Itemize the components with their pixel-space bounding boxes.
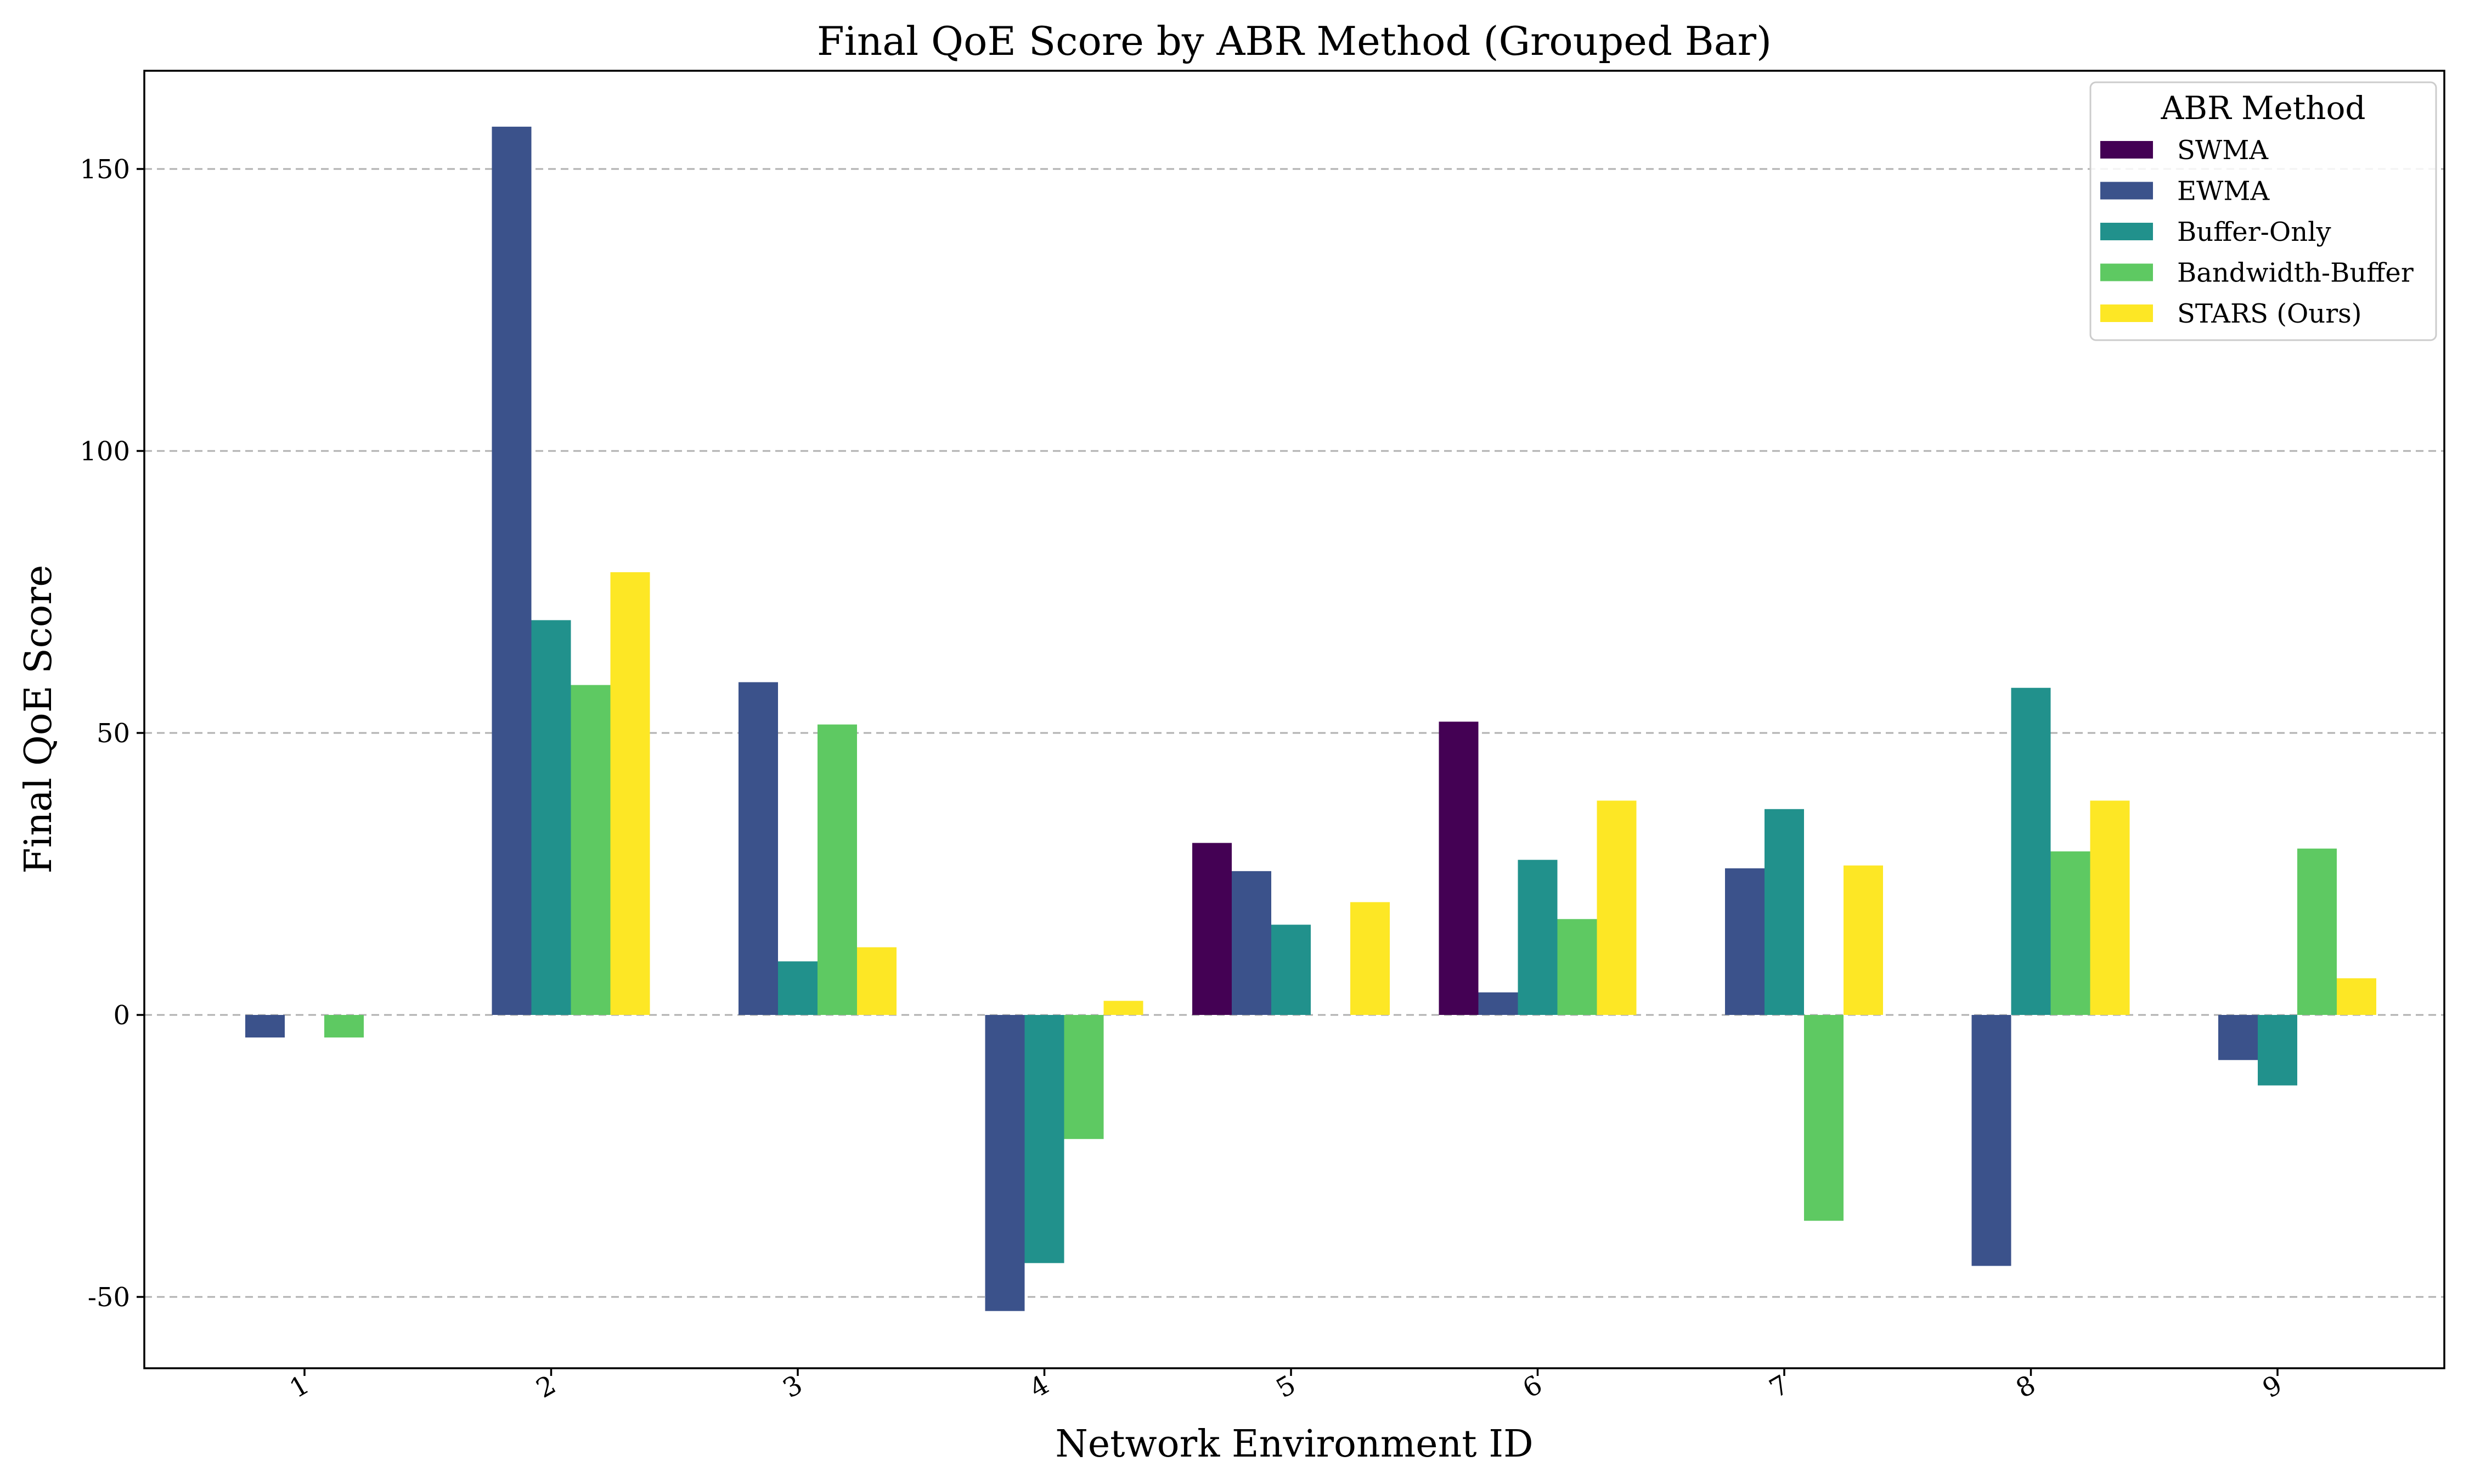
- bar: [2011, 687, 2051, 1015]
- legend-label: SWMA: [2177, 135, 2269, 166]
- legend-items: SWMA EWMA Buffer-Only Bandwidth-Buffer STARS…: [2100, 135, 2414, 329]
- bar: [2050, 851, 2090, 1015]
- bar: [245, 1015, 285, 1038]
- bar: [1232, 871, 1271, 1015]
- bar: [1597, 800, 1637, 1015]
- legend-frame: [2089, 81, 2437, 341]
- bar: [1064, 1015, 1104, 1139]
- bar: [492, 126, 532, 1015]
- bar: [1192, 843, 1232, 1015]
- bar: [2218, 1015, 2258, 1060]
- x-tick-label: 6: [1518, 1369, 1547, 1404]
- bar: [2297, 848, 2337, 1015]
- x-tick-label: 4: [1024, 1369, 1054, 1404]
- y-tick-label: 150: [80, 154, 130, 185]
- plot-frame: [143, 70, 2445, 1369]
- x-axis-label: Network Environment ID: [1055, 1423, 1533, 1466]
- chart-title: Final QoE Score by ABR Method (Grouped B…: [817, 18, 1772, 64]
- bar: [610, 572, 650, 1015]
- x-tick-label: 5: [1271, 1369, 1301, 1404]
- x-tick-label: 2: [531, 1369, 561, 1404]
- legend-swatch: [2100, 182, 2153, 200]
- legend-swatch: [2100, 223, 2153, 240]
- bar: [739, 682, 778, 1015]
- bar: [2337, 978, 2376, 1015]
- bar: [1765, 809, 1804, 1015]
- bar: [2090, 800, 2130, 1015]
- y-tick-label: 50: [97, 718, 130, 749]
- bar: [1024, 1015, 1064, 1263]
- bars-layer: [245, 126, 2376, 1311]
- bar: [2258, 1015, 2297, 1086]
- legend-label: Bandwidth-Buffer: [2177, 258, 2414, 289]
- legend: ABR Method SWMA EWMA Buffer-Only Bandwidth-…: [2089, 81, 2437, 341]
- ticks-layer: -50 0 50 100 150 1 2 3 4 5 6 7 8 9: [80, 154, 2287, 1404]
- legend-label: EWMA: [2177, 176, 2270, 207]
- bar: [571, 685, 611, 1015]
- bar: [531, 620, 571, 1015]
- bar: [1271, 924, 1311, 1015]
- bar: [1518, 860, 1558, 1015]
- x-tick-label: 3: [778, 1369, 808, 1404]
- legend-label: Buffer-Only: [2177, 217, 2331, 247]
- bar: [1478, 992, 1518, 1015]
- x-tick-label: 9: [2258, 1369, 2287, 1404]
- bar: [1557, 919, 1597, 1015]
- legend-label: STARS (Ours): [2177, 298, 2362, 329]
- legend-title: ABR Method: [2160, 89, 2365, 127]
- x-tick-label: 7: [1765, 1369, 1794, 1404]
- x-tick-label: 1: [285, 1369, 314, 1404]
- bar: [1804, 1015, 1844, 1221]
- bar: [1971, 1015, 2011, 1266]
- y-tick-label: -50: [88, 1282, 130, 1313]
- bar: [857, 947, 897, 1015]
- x-tick-label: 8: [2011, 1369, 2040, 1404]
- bar: [1439, 721, 1479, 1015]
- y-tick-label: 0: [113, 1000, 130, 1031]
- y-tick-label: 100: [80, 436, 130, 467]
- legend-swatch: [2100, 304, 2153, 322]
- bar: [778, 961, 818, 1015]
- bar: [1350, 902, 1390, 1015]
- bar: [1725, 868, 1765, 1015]
- y-axis-label: Final QoE Score: [17, 565, 60, 874]
- bar: [324, 1015, 364, 1038]
- bar: [1844, 865, 1883, 1015]
- bar: [1103, 1001, 1143, 1015]
- bar: [818, 724, 857, 1015]
- legend-swatch: [2100, 263, 2153, 281]
- bar: [985, 1015, 1025, 1311]
- legend-swatch: [2100, 141, 2153, 159]
